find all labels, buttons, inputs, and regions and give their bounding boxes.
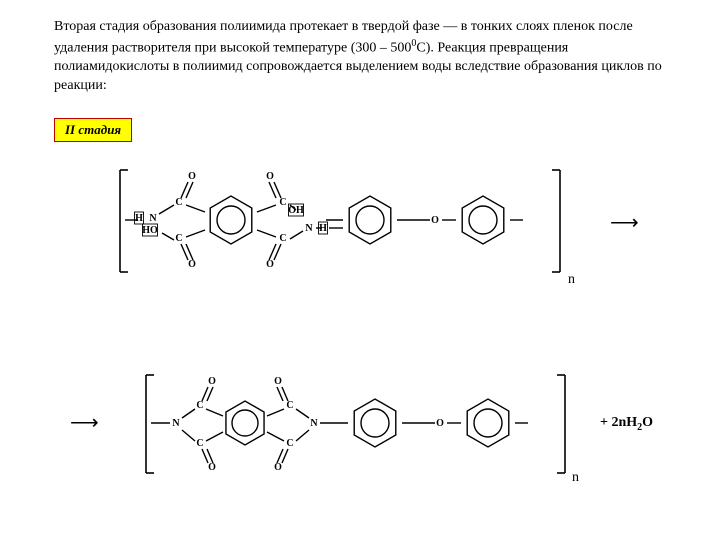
body-paragraph: Вторая стадия образования полиимида прот… (54, 18, 666, 96)
svg-text:C: C (286, 438, 293, 449)
svg-text:O: O (266, 171, 274, 182)
repeat-n-1: n (568, 272, 575, 288)
svg-text:N: N (149, 213, 157, 224)
svg-text:HO: HO (142, 225, 158, 236)
repeat-n-2: n (572, 470, 579, 486)
diagram-open-unit: OCNHHOCOOCOHCNHOO (40, 160, 600, 285)
svg-text:O: O (266, 259, 274, 270)
svg-text:C: C (175, 233, 182, 244)
arrow-right-1: ⟶ (610, 210, 637, 235)
byproduct-prefix: + 2nH (600, 415, 637, 430)
stage-label: II стадия (54, 118, 132, 142)
svg-text:N: N (310, 418, 318, 429)
svg-text:C: C (279, 197, 286, 208)
svg-text:H: H (135, 213, 143, 224)
svg-text:H: H (319, 223, 327, 234)
svg-text:OH: OH (288, 205, 304, 216)
byproduct-label: + 2nH2O (600, 415, 653, 433)
svg-text:O: O (188, 259, 196, 270)
svg-text:O: O (188, 171, 196, 182)
svg-text:O: O (208, 462, 216, 473)
svg-text:O: O (208, 376, 216, 387)
svg-text:C: C (196, 438, 203, 449)
byproduct-suffix: O (642, 415, 653, 430)
svg-text:O: O (274, 462, 282, 473)
svg-text:O: O (431, 215, 439, 226)
svg-text:C: C (196, 400, 203, 411)
svg-text:O: O (436, 418, 444, 429)
svg-text:C: C (175, 197, 182, 208)
diagram-closed-unit: O C N C O O C N C O O (20, 365, 580, 485)
svg-text:O: O (274, 376, 282, 387)
svg-text:C: C (286, 400, 293, 411)
svg-text:N: N (172, 418, 180, 429)
svg-text:C: C (279, 233, 286, 244)
svg-text:N: N (305, 223, 313, 234)
